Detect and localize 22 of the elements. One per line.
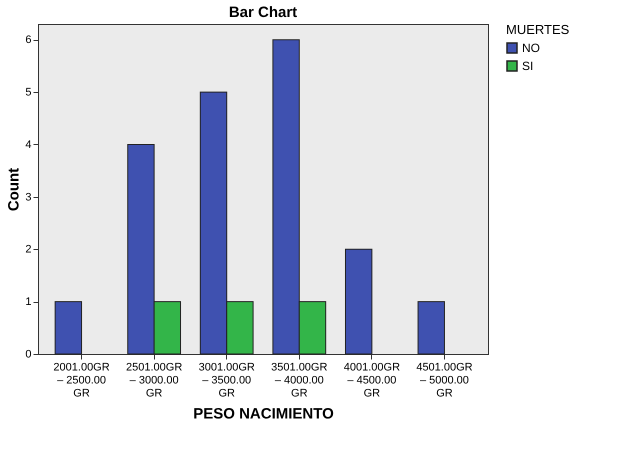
x-tick-label: 2501.00GR – 3000.00 GR [126,362,182,400]
y-tick-label: 0 [25,348,32,360]
bar [344,248,372,354]
legend-label: NO [522,41,540,55]
x-axis-title: PESO NACIMIENTO [193,406,334,422]
legend-title: MUERTES [506,22,570,37]
chart-title: Bar Chart [228,4,298,21]
x-tick-label: 3501.00GR – 4000.00 GR [271,362,328,400]
x-tick-label: 3001.00GR – 3500.00 GR [198,362,255,400]
x-tick-label: 2001.00GR – 2500.00 GR [53,362,110,400]
y-axis-title: Count [5,168,22,212]
bar [54,301,82,354]
y-tick-label: 2 [25,244,32,256]
x-tick-label: 4001.00GR – 4500.00 GR [344,362,400,400]
legend-label: SI [522,59,534,73]
y-tick-label: 3 [25,191,32,204]
y-tick-label: 6 [25,34,32,46]
y-tick-label: 5 [25,86,32,99]
y-tick-label: 1 [25,296,32,308]
bar [418,301,445,354]
y-tick-label: 4 [25,138,32,151]
x-tick-label: 4501.00GR – 5000.00 GR [416,362,473,400]
